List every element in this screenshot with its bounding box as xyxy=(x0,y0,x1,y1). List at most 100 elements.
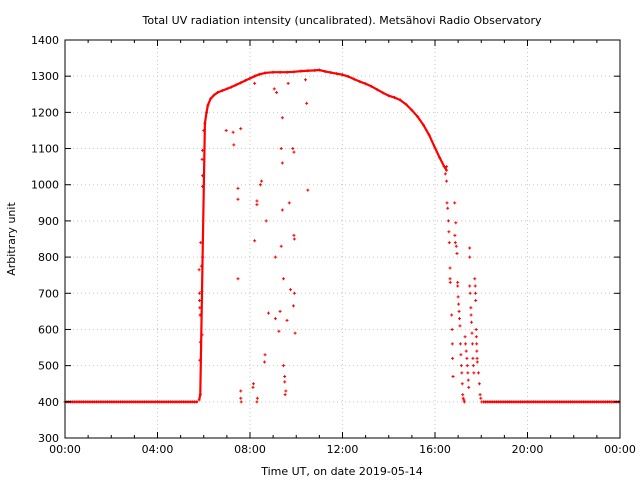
data-point xyxy=(267,311,270,315)
plot-frame xyxy=(64,39,621,439)
y-tick-label: 1400 xyxy=(31,34,59,47)
data-point xyxy=(375,88,379,92)
data-point xyxy=(456,284,460,288)
data-point xyxy=(232,143,236,147)
x-axis-label: Time UT, on date 2019-05-14 xyxy=(260,465,423,478)
data-point xyxy=(255,396,259,400)
data-point xyxy=(329,71,333,75)
data-point xyxy=(480,400,484,404)
data-point xyxy=(209,97,213,101)
data-point xyxy=(273,317,277,321)
data-point xyxy=(282,277,286,281)
data-point xyxy=(225,87,229,91)
data-point xyxy=(352,77,356,81)
data-point xyxy=(258,183,262,187)
data-point xyxy=(292,291,296,295)
data-point xyxy=(460,382,464,386)
data-point xyxy=(475,356,479,360)
x-tick-label: 16:00 xyxy=(419,443,451,456)
data-point xyxy=(236,277,240,281)
data-point xyxy=(453,233,457,237)
x-tick-label: 08:00 xyxy=(234,443,266,456)
data-point xyxy=(461,396,465,400)
data-point xyxy=(421,123,425,127)
data-point xyxy=(470,320,474,324)
x-tick-label: 12:00 xyxy=(327,443,359,456)
data-point xyxy=(471,364,475,368)
data-point xyxy=(473,291,477,295)
data-point xyxy=(201,185,205,189)
data-point xyxy=(279,244,283,248)
data-point xyxy=(306,188,310,192)
data-point xyxy=(461,393,465,397)
data-point xyxy=(443,172,447,176)
data-point xyxy=(475,342,479,346)
data-point xyxy=(446,219,450,223)
data-point xyxy=(283,374,287,378)
data-point xyxy=(199,264,203,268)
data-point xyxy=(457,309,461,313)
data-point xyxy=(470,331,474,335)
y-tick-label: 1300 xyxy=(31,70,59,83)
data-point xyxy=(479,396,483,400)
y-tick-label: 1100 xyxy=(31,143,59,156)
data-point xyxy=(255,199,259,203)
data-point xyxy=(445,179,449,183)
data-point xyxy=(299,69,303,73)
data-point xyxy=(200,333,204,337)
data-point xyxy=(293,331,297,335)
data-point xyxy=(205,110,209,114)
data-point xyxy=(458,317,462,321)
data-point xyxy=(253,239,257,243)
y-tick-label: 1200 xyxy=(31,106,59,119)
data-point xyxy=(467,385,471,389)
data-point xyxy=(239,396,243,400)
chart-title: Total UV radiation intensity (uncalibrat… xyxy=(142,14,542,27)
data-point xyxy=(280,116,284,120)
data-point xyxy=(263,353,267,357)
data-point xyxy=(234,83,238,87)
data-point xyxy=(463,335,467,339)
data-point xyxy=(469,306,473,310)
data-point xyxy=(198,306,202,310)
data-point xyxy=(280,161,284,165)
data-point xyxy=(445,168,449,172)
data-point xyxy=(230,85,233,89)
x-tick-label: 04:00 xyxy=(142,443,174,456)
y-tick-label: 300 xyxy=(38,432,59,445)
data-point xyxy=(445,165,449,169)
data-point xyxy=(475,349,479,353)
data-point xyxy=(468,246,472,250)
data-point xyxy=(381,91,385,95)
data-point xyxy=(475,360,479,364)
data-point xyxy=(239,81,243,85)
x-tick-label: 00:00 xyxy=(49,443,81,456)
data-point xyxy=(216,90,220,94)
main-series-line xyxy=(198,68,448,401)
data-point xyxy=(473,277,477,281)
data-point xyxy=(239,389,243,393)
data-point xyxy=(260,179,264,183)
data-point xyxy=(255,203,259,207)
data-point xyxy=(292,233,296,237)
data-point xyxy=(478,393,482,397)
data-point xyxy=(313,68,317,72)
data-point xyxy=(263,360,267,364)
data-point xyxy=(306,69,310,73)
data-point xyxy=(448,266,452,270)
data-point xyxy=(387,94,391,98)
data-point xyxy=(458,324,462,328)
data-point xyxy=(199,241,203,245)
data-point xyxy=(201,174,205,178)
data-point xyxy=(220,89,224,93)
data-point xyxy=(278,309,282,313)
data-point xyxy=(416,115,420,119)
data-point xyxy=(285,70,289,74)
data-point xyxy=(255,400,259,404)
data-point xyxy=(448,277,452,281)
data-point xyxy=(251,385,255,389)
data-point xyxy=(364,82,368,86)
data-point xyxy=(200,157,204,161)
data-point xyxy=(224,128,228,132)
